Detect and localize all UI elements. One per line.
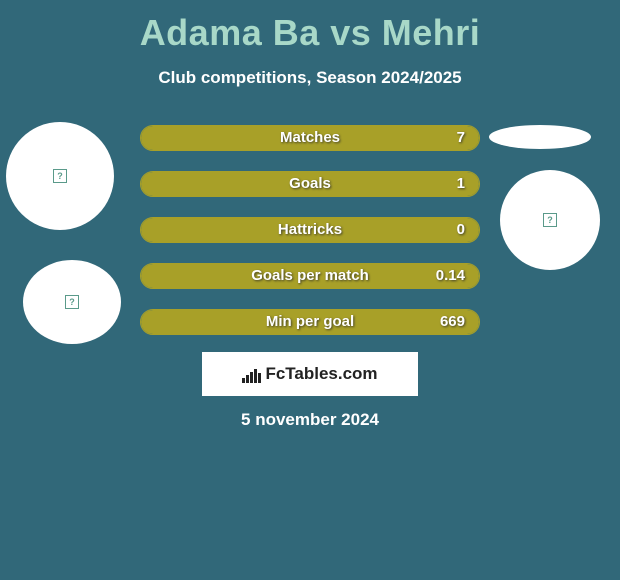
stat-value: 669 [440, 313, 465, 330]
avatar-left-1: ? [6, 122, 114, 230]
brand-bar [242, 378, 245, 383]
date-text: 5 november 2024 [0, 410, 620, 430]
subtitle: Club competitions, Season 2024/2025 [0, 68, 620, 88]
image-placeholder-icon: ? [53, 169, 67, 183]
stats-container: Matches 7 Goals 1 Hattricks 0 Goals per … [140, 125, 480, 355]
stat-row-hattricks: Hattricks 0 [140, 217, 480, 243]
avatar-left-2: ? [23, 260, 121, 344]
stat-row-min-per-goal: Min per goal 669 [140, 309, 480, 335]
stat-row-goals: Goals 1 [140, 171, 480, 197]
stat-value: 0.14 [436, 267, 465, 284]
stat-label: Goals [141, 175, 479, 192]
stat-value: 0 [457, 221, 465, 238]
brand-bar [250, 372, 253, 383]
stat-row-goals-per-match: Goals per match 0.14 [140, 263, 480, 289]
brand-chart-icon [242, 365, 261, 383]
avatar-right-1: ? [500, 170, 600, 270]
brand-text: FcTables.com [265, 364, 377, 384]
brand-box: FcTables.com [202, 352, 418, 396]
brand-bar [258, 373, 261, 383]
image-placeholder-icon: ? [543, 213, 557, 227]
avatar-right-ellipse [489, 125, 591, 149]
stat-value: 1 [457, 175, 465, 192]
page-title: Adama Ba vs Mehri [0, 0, 620, 54]
stat-label: Min per goal [141, 313, 479, 330]
brand-bar [254, 369, 257, 383]
brand-bar [246, 375, 249, 383]
stat-value: 7 [457, 129, 465, 146]
stat-label: Goals per match [141, 267, 479, 284]
stat-label: Hattricks [141, 221, 479, 238]
stat-row-matches: Matches 7 [140, 125, 480, 151]
stat-label: Matches [141, 129, 479, 146]
image-placeholder-icon: ? [65, 295, 79, 309]
